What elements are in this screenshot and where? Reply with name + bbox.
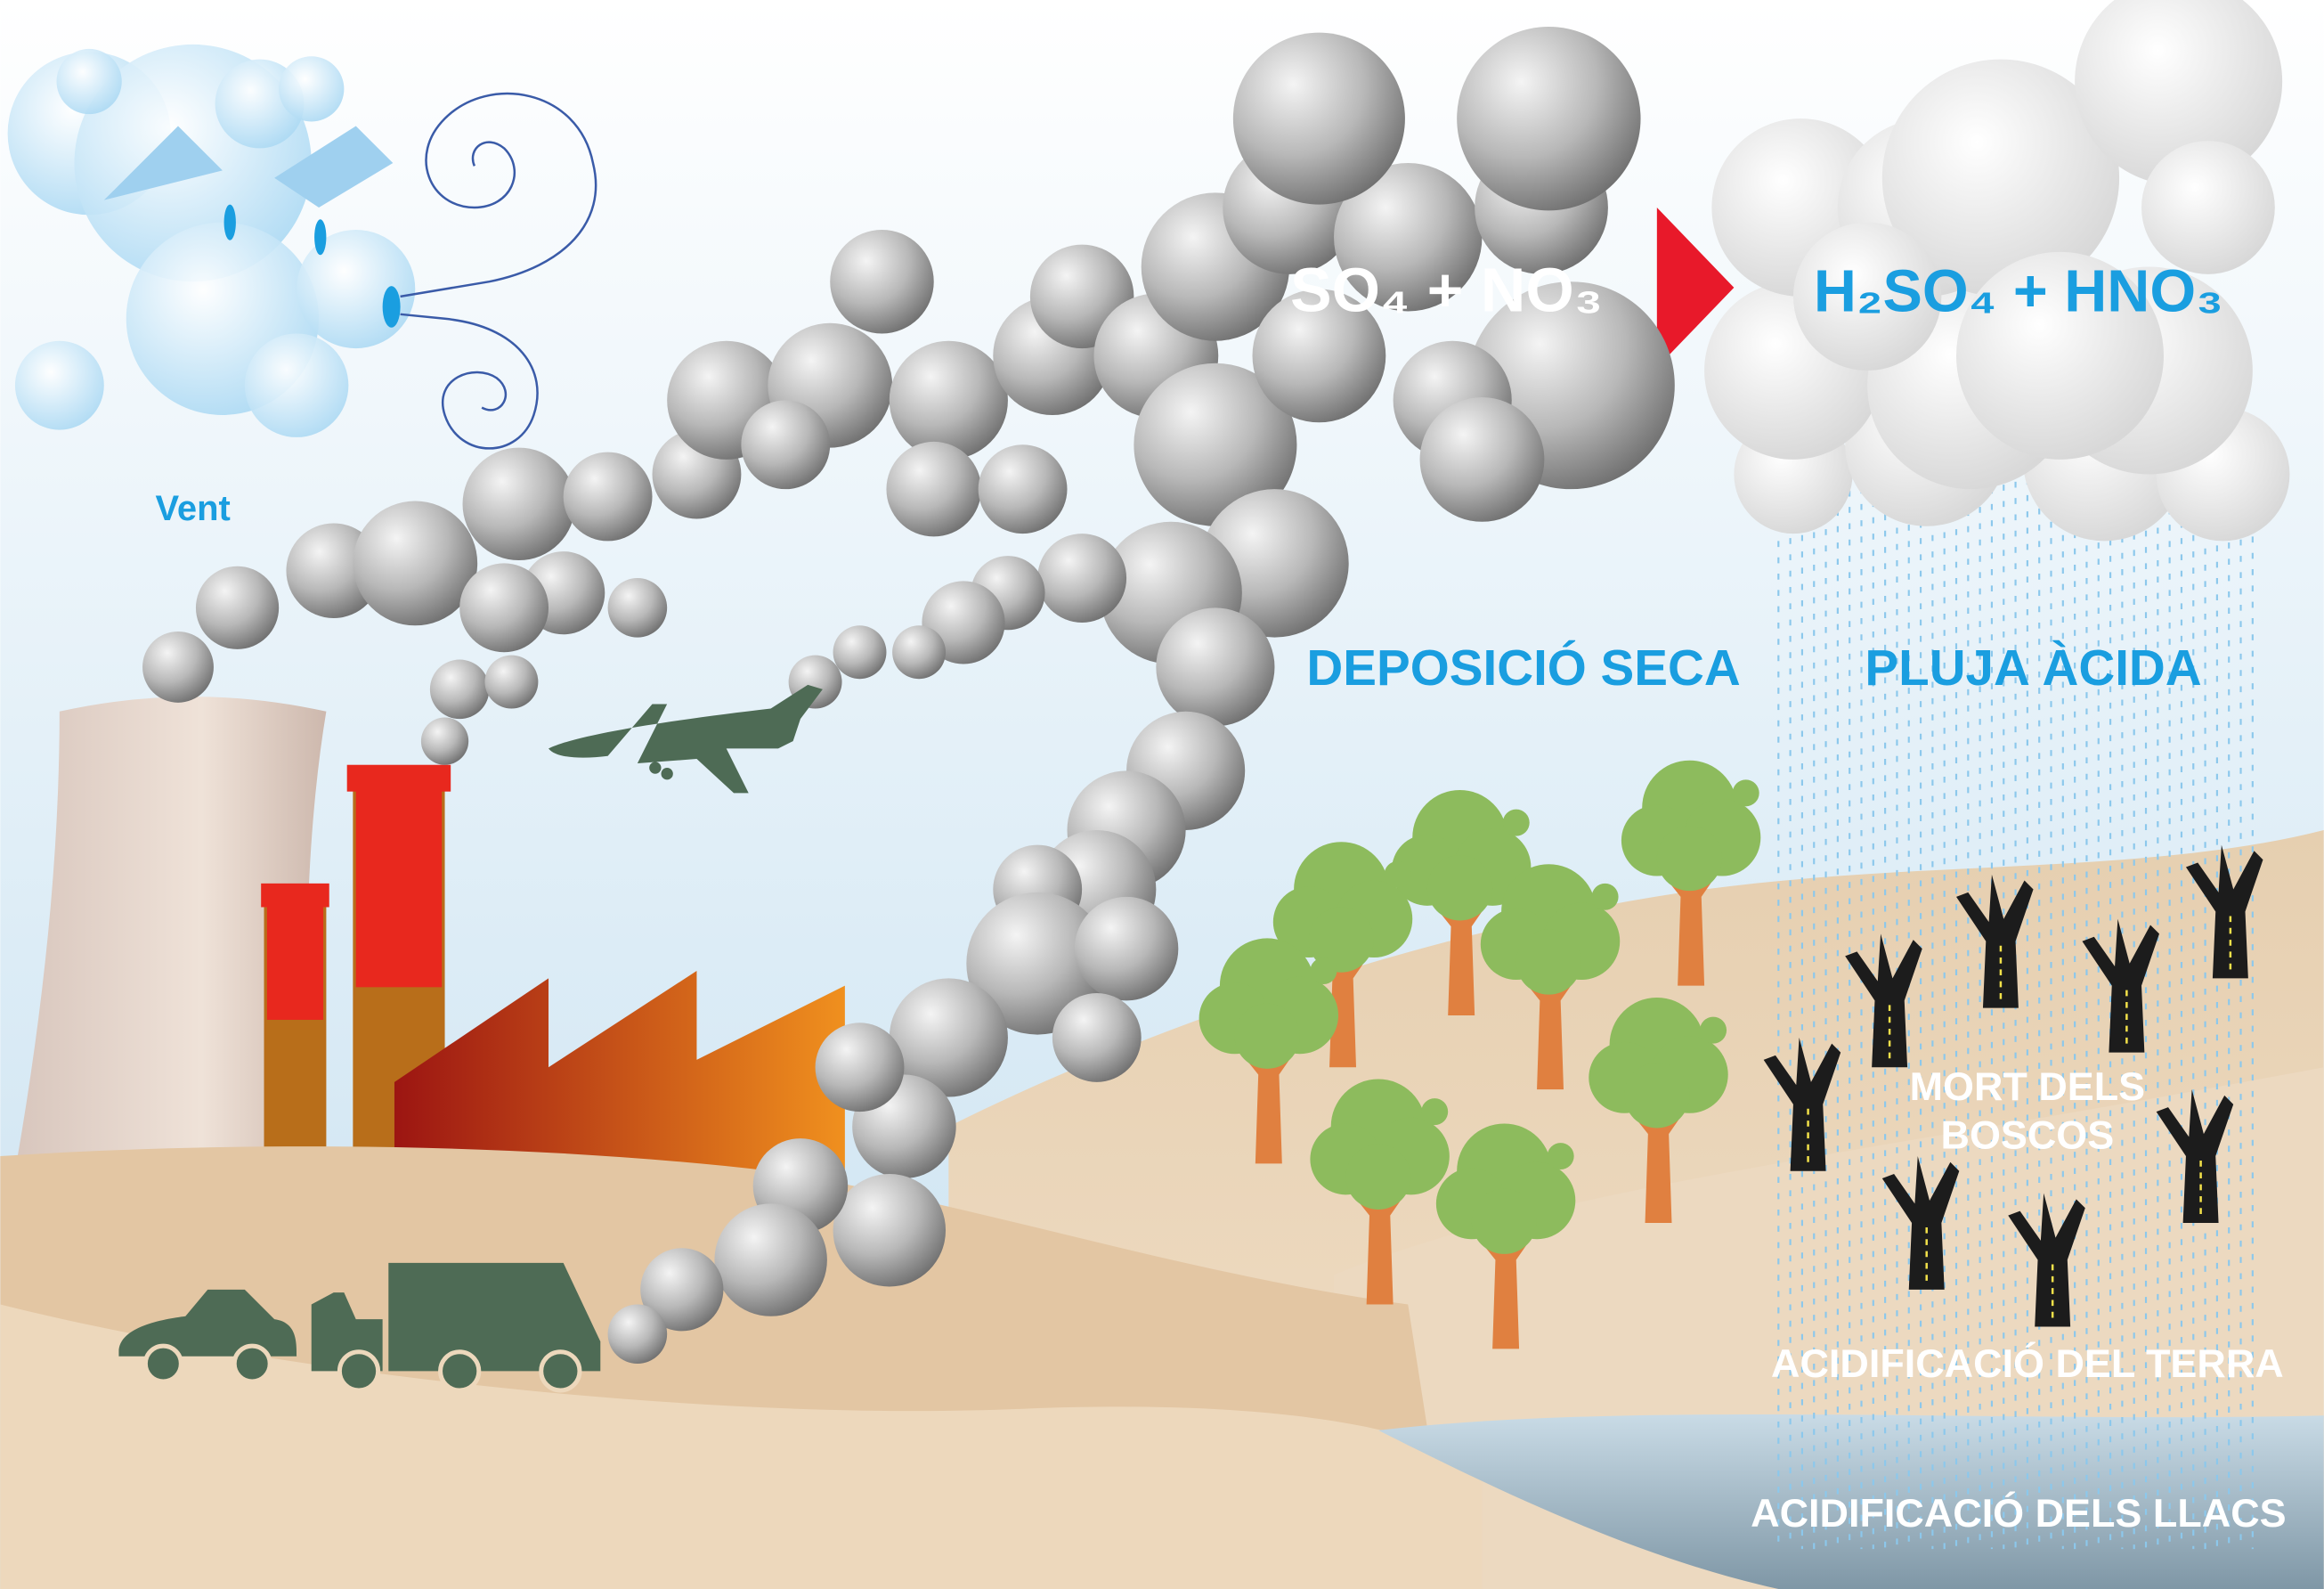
smoke-puff (142, 632, 214, 703)
airplane-engine (649, 762, 661, 773)
chimney-cap (347, 765, 451, 792)
chimney-cap (261, 884, 329, 908)
smoke-puff (830, 230, 933, 333)
smoke-puff (890, 341, 1008, 460)
forest-death-label: BOSCOS (1941, 1112, 2115, 1158)
smoke-puff (564, 452, 653, 542)
chimney-top (356, 779, 443, 987)
tree-canopy (1700, 1017, 1727, 1044)
acid-rain-diagram: Vent SO₄ + NO₃ H₂SO₄ + HNO₃ DEPOSICIÓ SE… (0, 0, 2324, 1589)
smoke-puff (459, 563, 548, 652)
wheel (234, 1346, 270, 1381)
smoke-puff (1156, 607, 1274, 726)
smoke-puff (892, 625, 946, 679)
wheel (145, 1346, 181, 1381)
wheel (441, 1352, 479, 1390)
wheel (339, 1352, 378, 1390)
wind-mouth (383, 286, 401, 328)
tree-canopy (1503, 810, 1530, 836)
smoke-puff (608, 578, 668, 638)
smoke-puff (421, 717, 468, 764)
wind-eye (224, 205, 236, 240)
smoke-puff (833, 625, 887, 679)
smoke-puff (886, 442, 981, 537)
dry-deposition-label: DEPOSICIÓ SECA (1306, 640, 1740, 696)
wheel (541, 1352, 580, 1390)
smoke-puff (714, 1203, 826, 1316)
soil-acidification-label: ACIDIFICACIÓ DEL TERRA (1771, 1340, 2284, 1386)
acids-label: H₂SO₄ + HNO₃ (1814, 258, 2223, 324)
wind-cloud-puff (245, 333, 348, 436)
chimney-top (267, 901, 323, 1020)
smoke-puff (833, 1174, 946, 1286)
smoke-puff (1233, 33, 1405, 205)
lake-acidification-label: ACIDIFICACIÓ DELS LLACS (1751, 1490, 2286, 1536)
tree-canopy (1548, 1143, 1574, 1169)
smoke-puff (979, 444, 1068, 534)
tree-canopy (1592, 884, 1619, 910)
tree-canopy (1472, 1189, 1537, 1254)
tree-canopy (1624, 1063, 1689, 1128)
smoke-puff (1052, 993, 1142, 1082)
smoke-puff (484, 656, 538, 709)
tree-canopy (1516, 929, 1581, 994)
smoke-puff (1457, 27, 1640, 210)
smoke-puff (463, 448, 575, 560)
wind-cloud-puff (15, 341, 104, 430)
smoke-puff (608, 1304, 668, 1364)
wind-label: Vent (155, 489, 230, 528)
tree-canopy (1310, 957, 1337, 984)
wind-cloud-puff (279, 56, 344, 121)
tree-canopy (1385, 861, 1411, 888)
tree-canopy (1421, 1098, 1448, 1125)
tree-canopy (1733, 779, 1759, 806)
airplane-engine (662, 768, 673, 779)
smoke-puff (1075, 897, 1178, 1000)
acid-rain-label: PLUJA ÀCIDA (1865, 640, 2201, 696)
smoke-puff (196, 566, 279, 649)
tree-canopy (1427, 855, 1492, 920)
smoke-puff (1420, 397, 1545, 522)
acid-cloud-puff (2141, 141, 2275, 274)
smoke-puff (1037, 534, 1126, 623)
wind-cloud-puff (57, 49, 122, 114)
wind-cloud-puff (297, 230, 415, 348)
oxides-label: SO₄ + NO₃ (1290, 255, 1603, 324)
smoke-puff (430, 660, 490, 720)
smoke-puff (816, 1023, 905, 1112)
smoke-puff (741, 400, 830, 489)
tree-canopy (1235, 1004, 1300, 1069)
smoke-puff (353, 501, 477, 625)
tree-canopy (1657, 826, 1722, 891)
wind-eye (314, 219, 326, 255)
forest-death-label: MORT DELS (1910, 1063, 2146, 1109)
tree-canopy (1345, 1145, 1410, 1210)
